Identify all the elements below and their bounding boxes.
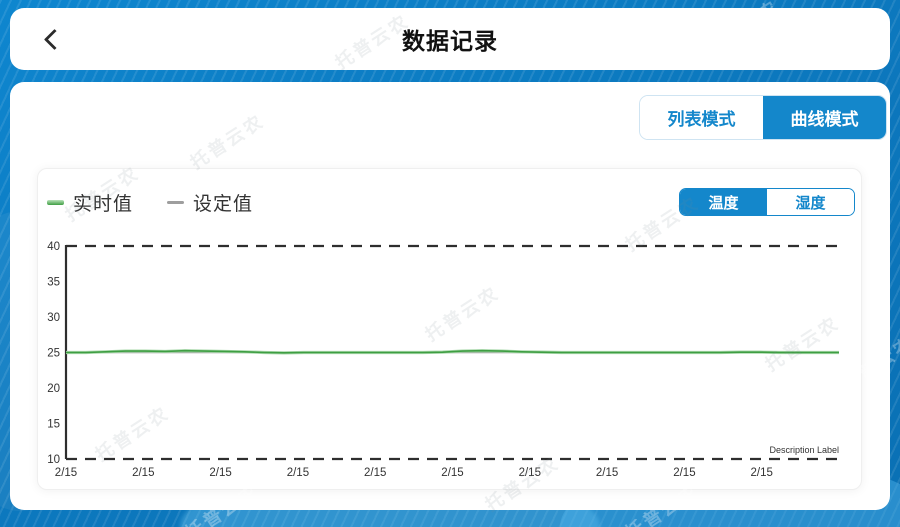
legend-label: 设定值 [193,194,254,215]
svg-text:2/15: 2/15 [751,467,773,479]
svg-text:2/15: 2/15 [596,467,618,479]
svg-text:Description Label: Description Label [769,445,839,455]
svg-text:25: 25 [47,348,60,360]
legend-item-setvalue[interactable]: 设定值 [167,189,253,216]
main-card: 列表模式 曲线模式 实时值 设定值 温度 湿度 40 35 30 25 20 15 10 2/… [10,82,890,510]
chart-legend: 实时值 设定值 [47,189,253,216]
svg-text:30: 30 [47,312,60,324]
svg-text:2/15: 2/15 [55,467,77,479]
svg-text:2/15: 2/15 [132,467,154,479]
back-button[interactable] [28,8,80,70]
svg-text:20: 20 [47,383,60,395]
chart-panel: 实时值 设定值 温度 湿度 40 35 30 25 20 15 10 2/15 2/15 2/15… [37,168,862,490]
legend-item-realtime[interactable]: 实时值 [47,189,133,216]
realtime-line-icon [47,200,64,205]
humidity-tab[interactable]: 湿度 [767,189,854,215]
header-bar: 数据记录 [10,8,890,70]
svg-text:40: 40 [47,241,60,253]
list-mode-button[interactable]: 列表模式 [640,96,763,139]
svg-text:2/15: 2/15 [441,467,463,479]
mode-toggle: 列表模式 曲线模式 [639,95,887,140]
svg-text:2/15: 2/15 [673,467,695,479]
svg-text:15: 15 [47,419,60,431]
setvalue-line-icon [167,201,185,204]
legend-label: 实时值 [73,194,134,215]
curve-mode-button[interactable]: 曲线模式 [763,96,886,139]
svg-text:2/15: 2/15 [287,467,309,479]
chart-area[interactable]: 40 35 30 25 20 15 10 2/15 2/15 2/15 2/15 2/15 2/15 2/… [46,237,858,487]
svg-text:2/15: 2/15 [209,467,231,479]
svg-text:2/15: 2/15 [364,467,386,479]
metric-toggle: 温度 湿度 [679,188,855,216]
temperature-tab[interactable]: 温度 [680,189,767,215]
svg-text:35: 35 [47,277,60,289]
svg-text:2/15: 2/15 [519,467,541,479]
svg-text:10: 10 [47,454,60,466]
chevron-left-icon [43,28,65,50]
page-title: 数据记录 [402,28,498,54]
